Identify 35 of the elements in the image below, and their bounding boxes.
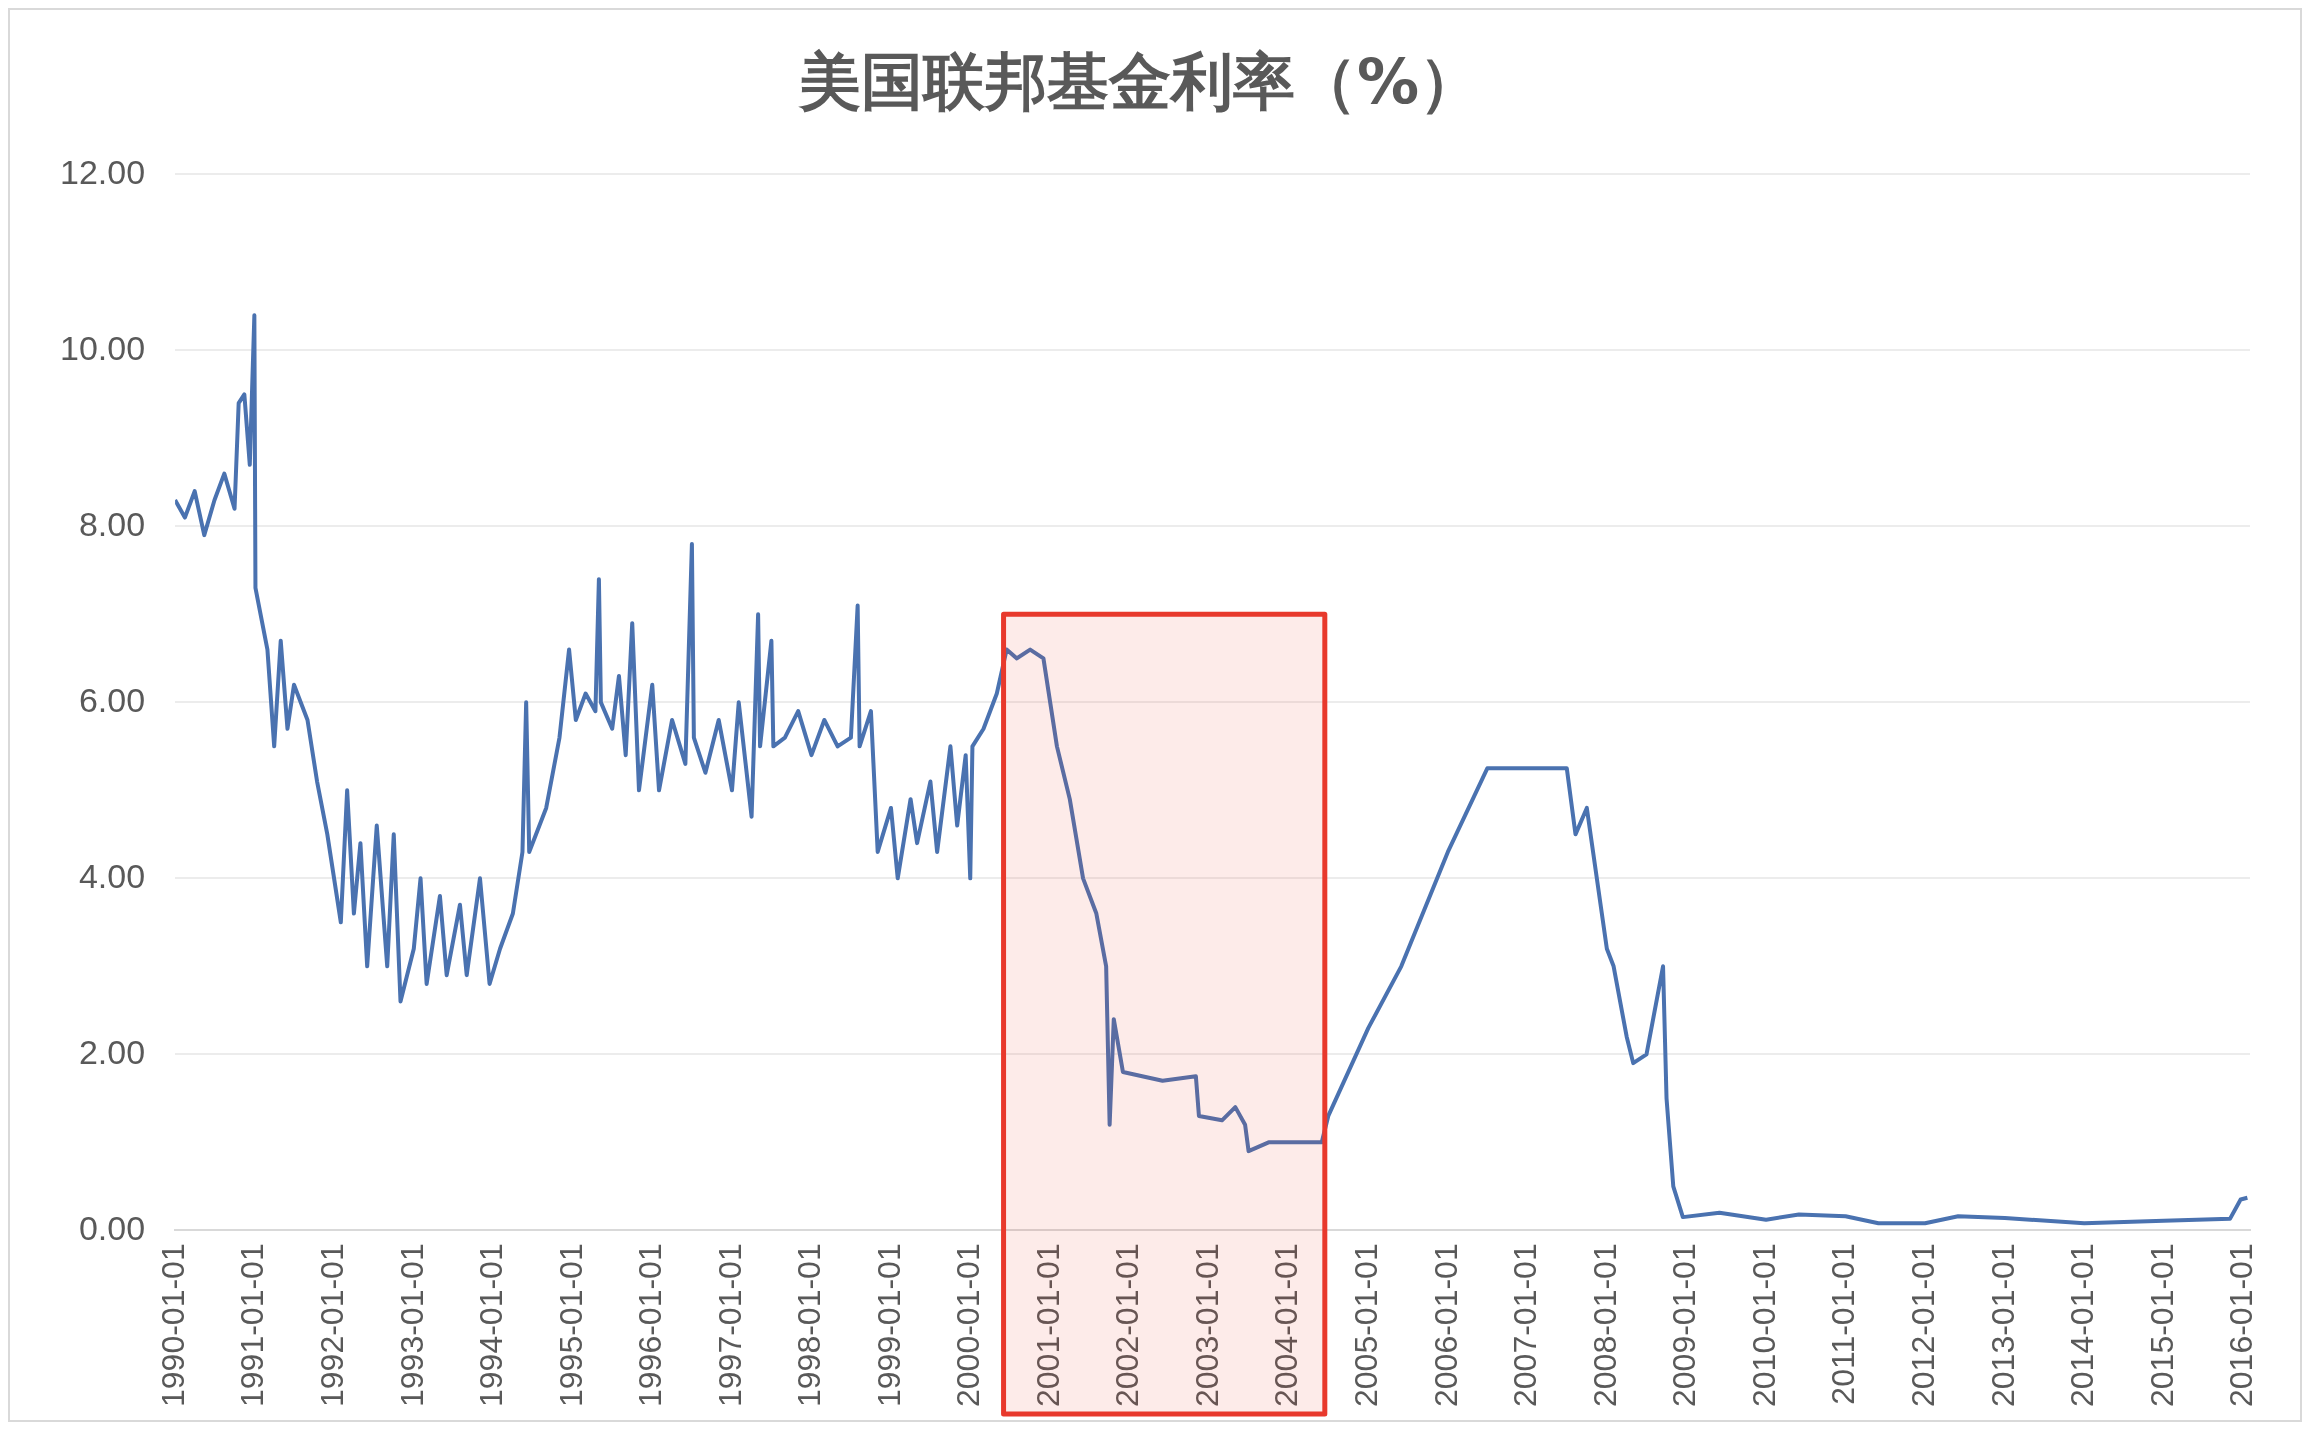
x-tick-label: 2015-01-01	[2143, 1243, 2180, 1407]
x-tick-label: 2009-01-01	[1666, 1243, 1703, 1407]
x-tick-label: 1990-01-01	[154, 1243, 191, 1407]
x-tick-label: 2013-01-01	[1984, 1243, 2021, 1407]
x-tick-label: 2003-01-01	[1188, 1243, 1225, 1407]
x-tick-label: 2011-01-01	[1825, 1243, 1862, 1405]
y-tick-label: 2.00	[78, 1032, 146, 1071]
y-tick-label: 10.00	[59, 328, 146, 367]
x-tick-label: 2002-01-01	[1109, 1243, 1146, 1407]
x-tick-label: 2007-01-01	[1507, 1243, 1544, 1407]
x-tick-label: 2008-01-01	[1586, 1243, 1623, 1407]
x-tick-label: 1997-01-01	[711, 1243, 748, 1407]
x-tick-label: 2000-01-01	[950, 1243, 987, 1407]
y-tick-label: 12.00	[59, 152, 146, 191]
x-tick-label: 1993-01-01	[393, 1243, 430, 1407]
y-tick-label: 6.00	[78, 680, 146, 719]
y-tick-label: 4.00	[78, 856, 146, 895]
x-tick-label: 1999-01-01	[870, 1243, 907, 1407]
y-tick-label: 0.00	[78, 1208, 146, 1247]
x-tick-label: 1996-01-01	[632, 1243, 669, 1407]
x-tick-label: 2010-01-01	[1745, 1243, 1782, 1407]
x-tick-label: 2001-01-01	[1030, 1243, 1066, 1407]
x-tick-label: 2012-01-01	[1904, 1243, 1941, 1407]
x-tick-label: 1995-01-01	[552, 1243, 589, 1407]
x-tick-label: 1992-01-01	[313, 1243, 350, 1407]
y-tick-label: 8.00	[78, 504, 146, 543]
x-tick-label: 2014-01-01	[2064, 1243, 2101, 1407]
x-tick-label: 1991-01-01	[234, 1243, 271, 1407]
x-tick-label: 1994-01-01	[473, 1243, 510, 1407]
x-tick-label: 2004-01-01	[1268, 1243, 1305, 1407]
x-tick-label: 1998-01-01	[791, 1243, 828, 1407]
x-tick-label: 2005-01-01	[1348, 1243, 1385, 1407]
x-tick-label: 2016-01-01	[2223, 1243, 2260, 1407]
x-tick-label: 2006-01-01	[1427, 1243, 1464, 1407]
chart-title: 美国联邦基金利率（%）	[797, 45, 1482, 119]
